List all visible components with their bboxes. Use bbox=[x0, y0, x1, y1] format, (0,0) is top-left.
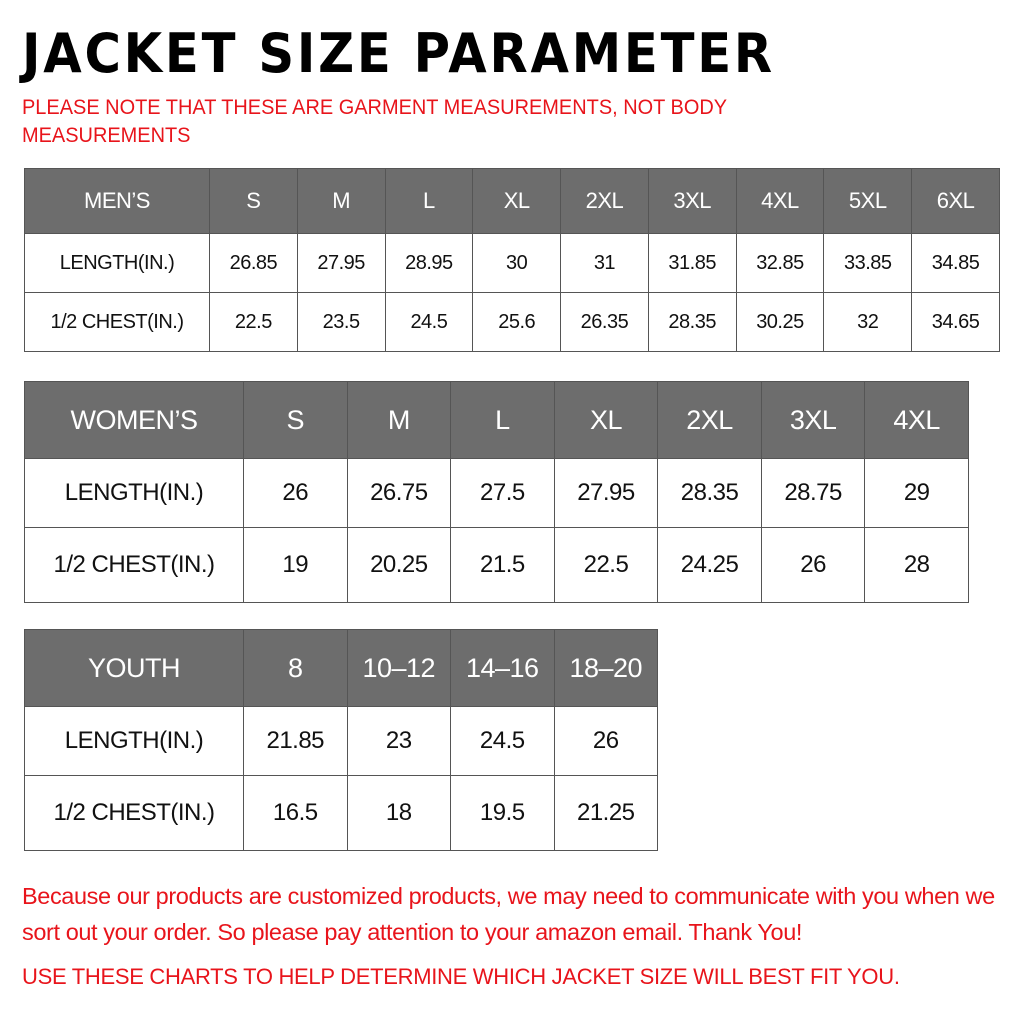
table-cell: 23 bbox=[346, 706, 451, 776]
row-label: WOMEN’S bbox=[24, 381, 244, 459]
table-cell: 32.85 bbox=[735, 233, 825, 293]
table-cell: 6XL bbox=[911, 168, 1000, 234]
table-cell: 19.5 bbox=[450, 775, 555, 851]
table-cell: 26 bbox=[553, 706, 658, 776]
table-cell: 3XL bbox=[760, 381, 866, 459]
table-cell: 23.5 bbox=[296, 292, 386, 352]
table-cell: 24.25 bbox=[657, 527, 762, 603]
table-row: 1/2 CHEST(IN.) 22.5 23.5 24.5 25.6 26.35 28.35… bbox=[24, 292, 1000, 352]
table-header-row: MEN’S S M L XL 2XL 3XL 4XL 5XL 6XL bbox=[24, 168, 1000, 234]
table-cell: 26 bbox=[243, 458, 348, 528]
table-cell: S bbox=[209, 168, 298, 234]
row-label: 1/2 CHEST(IN.) bbox=[24, 775, 244, 851]
table-cell: 2XL bbox=[657, 381, 762, 459]
table-cell: 20.25 bbox=[346, 527, 452, 603]
table-cell: L bbox=[450, 381, 555, 459]
table-row: 1/2 CHEST(IN.) 19 20.25 21.5 22.5 24.25 26 28 bbox=[24, 527, 969, 603]
table-cell: 30.25 bbox=[735, 292, 825, 352]
table-cell: 28 bbox=[864, 527, 969, 603]
table-cell: 14–16 bbox=[450, 629, 555, 707]
table-cell: XL bbox=[472, 168, 562, 234]
row-label: 1/2 CHEST(IN.) bbox=[24, 292, 210, 352]
table-row: LENGTH(IN.) 26.85 27.95 28.95 30 31 31.85 32.85… bbox=[24, 233, 1000, 293]
table-cell: 5XL bbox=[823, 168, 913, 234]
table-cell: M bbox=[296, 168, 386, 234]
row-label: LENGTH(IN.) bbox=[24, 233, 210, 293]
table-cell: 26.75 bbox=[346, 458, 452, 528]
womens-size-table: WOMEN’S S M L XL 2XL 3XL 4XL LENGTH(IN.) 26 26.75 2… bbox=[24, 381, 969, 603]
table-header-row: WOMEN’S S M L XL 2XL 3XL 4XL bbox=[24, 381, 969, 459]
table-cell: 2XL bbox=[560, 168, 649, 234]
table-cell: 21.25 bbox=[553, 775, 658, 851]
table-cell: 33.85 bbox=[823, 233, 913, 293]
table-cell: 32 bbox=[823, 292, 913, 352]
table-cell: 16.5 bbox=[243, 775, 348, 851]
table-cell: S bbox=[243, 381, 348, 459]
table-cell: 10–12 bbox=[346, 629, 451, 707]
table-cell: 8 bbox=[243, 629, 348, 707]
table-cell: 28.35 bbox=[657, 458, 762, 528]
table-cell: 27.95 bbox=[296, 233, 386, 293]
table-header-row: YOUTH 8 10–12 14–16 18–20 bbox=[24, 629, 658, 707]
row-label: 1/2 CHEST(IN.) bbox=[24, 527, 244, 603]
table-cell: 34.65 bbox=[911, 292, 1000, 352]
table-cell: 25.6 bbox=[472, 292, 562, 352]
row-label: YOUTH bbox=[24, 629, 244, 707]
table-cell: 22.5 bbox=[209, 292, 298, 352]
footer-note: USE THESE CHARTS TO HELP DETERMINE WHICH… bbox=[22, 964, 900, 989]
customization-message: Because our products are customized prod… bbox=[22, 883, 995, 945]
table-cell: 18 bbox=[346, 775, 451, 851]
mens-size-table: MEN’S S M L XL 2XL 3XL 4XL 5XL 6XL LENGTH(IN.) 26.8… bbox=[24, 168, 1000, 352]
table-cell: 21.85 bbox=[243, 706, 348, 776]
row-label: MEN’S bbox=[24, 168, 210, 234]
table-cell: 26.35 bbox=[560, 292, 649, 352]
table-cell: 31.85 bbox=[647, 233, 737, 293]
table-cell: 22.5 bbox=[553, 527, 659, 603]
table-cell: 19 bbox=[243, 527, 348, 603]
table-cell: 28.75 bbox=[760, 458, 866, 528]
youth-size-table: YOUTH 8 10–12 14–16 18–20 LENGTH(IN.) 21.85 23 2… bbox=[24, 629, 658, 851]
table-cell: 24.5 bbox=[450, 706, 555, 776]
table-row: LENGTH(IN.) 26 26.75 27.5 27.95 28.35 28.75 29 bbox=[24, 458, 969, 528]
table-row: LENGTH(IN.) 21.85 23 24.5 26 bbox=[24, 706, 658, 776]
table-cell: 24.5 bbox=[384, 292, 474, 352]
table-cell: 18–20 bbox=[553, 629, 658, 707]
table-cell: XL bbox=[553, 381, 659, 459]
table-cell: L bbox=[384, 168, 474, 234]
row-label: LENGTH(IN.) bbox=[24, 706, 244, 776]
table-row: 1/2 CHEST(IN.) 16.5 18 19.5 21.25 bbox=[24, 775, 658, 851]
table-cell: 28.95 bbox=[384, 233, 474, 293]
table-cell: 34.85 bbox=[911, 233, 1000, 293]
garment-note: PLEASE NOTE THAT THESE ARE GARMENT MEASU… bbox=[22, 96, 727, 147]
table-cell: 27.95 bbox=[553, 458, 659, 528]
table-cell: 29 bbox=[864, 458, 969, 528]
table-cell: 31 bbox=[560, 233, 649, 293]
table-cell: 30 bbox=[472, 233, 562, 293]
table-cell: 4XL bbox=[864, 381, 969, 459]
table-cell: 21.5 bbox=[450, 527, 555, 603]
table-cell: 26 bbox=[760, 527, 866, 603]
page-title: JACKET SIZE PARAMETER bbox=[22, 22, 775, 85]
table-cell: 26.85 bbox=[209, 233, 298, 293]
table-cell: M bbox=[346, 381, 452, 459]
table-cell: 28.35 bbox=[647, 292, 737, 352]
table-cell: 27.5 bbox=[450, 458, 555, 528]
table-cell: 4XL bbox=[735, 168, 825, 234]
row-label: LENGTH(IN.) bbox=[24, 458, 244, 528]
table-cell: 3XL bbox=[647, 168, 737, 234]
